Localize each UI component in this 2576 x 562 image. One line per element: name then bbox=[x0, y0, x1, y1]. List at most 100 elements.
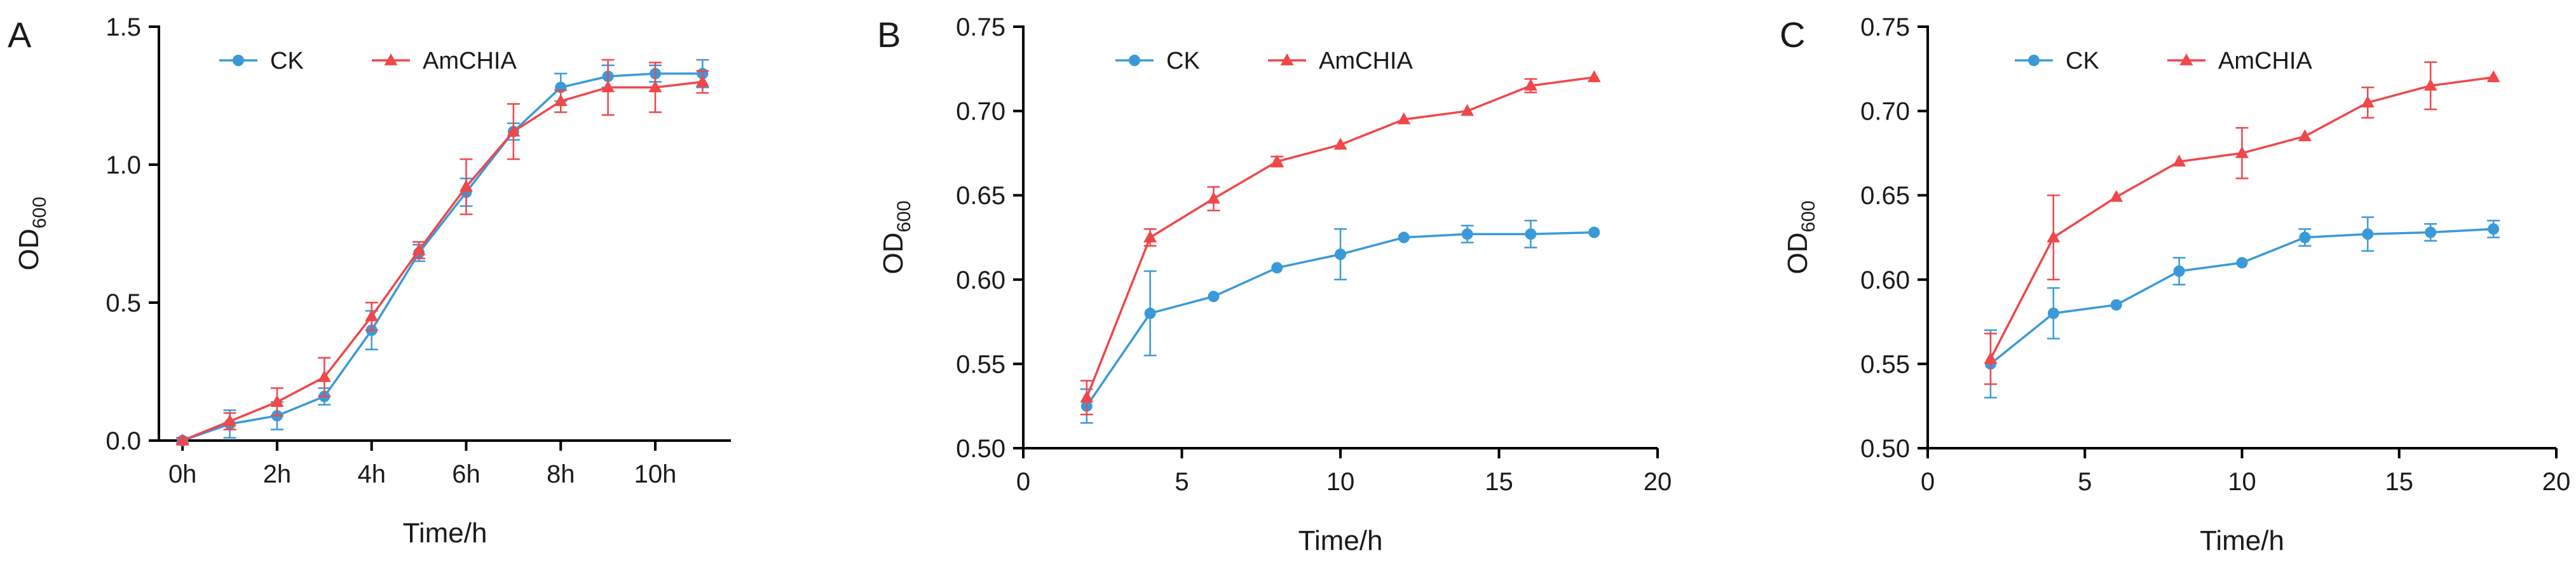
legend-marker-ck bbox=[2028, 55, 2040, 66]
y-tick-label: 0.50 bbox=[956, 435, 1005, 463]
y-axis-title-main: OD bbox=[13, 229, 44, 271]
data-point-ck bbox=[1398, 231, 1410, 243]
x-axis-title: Time/h bbox=[2200, 525, 2284, 556]
y-tick-label: 0.50 bbox=[1860, 435, 1910, 463]
data-point-amchia bbox=[2486, 70, 2500, 83]
series-amchia bbox=[175, 58, 709, 446]
x-tick-label: 6h bbox=[452, 460, 480, 488]
legend-marker-amchia bbox=[1280, 53, 1294, 65]
data-point-ck bbox=[2173, 265, 2185, 277]
panel-label: C bbox=[1780, 15, 1805, 55]
data-point-amchia bbox=[2423, 78, 2437, 91]
series-amchia bbox=[1080, 70, 1601, 416]
data-point-ck bbox=[2362, 228, 2374, 240]
x-tick-label: 20 bbox=[1644, 468, 1672, 496]
legend-label-ck: CK bbox=[2066, 48, 2099, 74]
x-tick-label: 0 bbox=[1016, 468, 1030, 496]
data-point-amchia bbox=[1080, 390, 1094, 403]
legend-marker-amchia bbox=[384, 53, 398, 65]
x-axis-title: Time/h bbox=[403, 517, 487, 549]
data-point-amchia bbox=[695, 74, 709, 87]
y-tick-label: 0.55 bbox=[956, 350, 1005, 378]
y-tick-label: 0.70 bbox=[1860, 98, 1910, 126]
legend: CK AmCHIA bbox=[1115, 48, 1413, 74]
data-point-amchia bbox=[1143, 230, 1157, 243]
x-tick-label: 0h bbox=[168, 460, 197, 488]
panel-label: B bbox=[877, 15, 901, 55]
legend-marker-ck bbox=[233, 55, 244, 66]
legend-marker-ck bbox=[1129, 55, 1140, 66]
y-axis-title: OD600 bbox=[13, 196, 50, 270]
y-axis-title-subscript: 600 bbox=[1798, 200, 1819, 232]
y-tick-label: 1.0 bbox=[106, 151, 141, 179]
data-point-amchia bbox=[270, 395, 284, 407]
legend: CK AmCHIA bbox=[219, 48, 517, 74]
y-tick-label: 0.5 bbox=[106, 289, 141, 317]
data-point-amchia bbox=[1206, 191, 1220, 204]
legend-label-amchia: AmCHIA bbox=[2218, 48, 2312, 74]
data-point-amchia bbox=[648, 80, 662, 93]
y-tick-label: 0.70 bbox=[956, 98, 1005, 126]
data-point-amchia bbox=[2361, 95, 2375, 108]
series-line-ck bbox=[182, 72, 703, 442]
x-tick-label: 0 bbox=[1921, 468, 1935, 496]
chart-panel-c: C 0.50 0.55 0.60 0.65 0.70 0.75 0 5 10 15 20 Time/h O… bbox=[1780, 13, 2570, 556]
data-point-ck bbox=[2488, 223, 2500, 235]
x-tick-label: 4h bbox=[357, 460, 386, 488]
data-point-amchia bbox=[1270, 154, 1284, 167]
y-axis-title-main: OD bbox=[1782, 233, 1813, 275]
data-point-amchia bbox=[1523, 78, 1537, 91]
data-point-ck bbox=[1335, 249, 1346, 261]
x-tick-label: 15 bbox=[2385, 468, 2414, 496]
data-point-ck bbox=[1208, 291, 1220, 303]
data-point-ck bbox=[2236, 257, 2248, 269]
legend-marker-amchia bbox=[2179, 53, 2193, 65]
chart-panel-b: B 0.50 0.55 0.60 0.65 0.70 0.75 0 5 10 15 20 Time/h O… bbox=[877, 13, 1672, 556]
y-axis-title-subscript: 600 bbox=[894, 200, 915, 232]
data-point-amchia bbox=[412, 243, 426, 256]
x-tick-label: 2h bbox=[263, 460, 292, 488]
y-tick-label: 0.55 bbox=[1860, 350, 1910, 378]
data-point-amchia bbox=[2235, 146, 2249, 158]
y-axis-title: OD600 bbox=[878, 200, 915, 274]
data-point-amchia bbox=[1587, 70, 1601, 83]
x-tick-label: 20 bbox=[2542, 468, 2571, 496]
y-tick-label: 0.0 bbox=[106, 427, 141, 455]
data-point-amchia bbox=[2298, 129, 2312, 142]
y-axis-title-main: OD bbox=[878, 233, 909, 275]
series-line-ck bbox=[1989, 228, 2494, 365]
x-axis-title: Time/h bbox=[1298, 525, 1383, 556]
x-tick-label: 15 bbox=[1485, 468, 1513, 496]
chart-panel-a: A 0.0 0.5 1.0 1.5 0h 2h 4h 6h 8h 10h Time/h OD600 CK A… bbox=[8, 13, 731, 549]
y-tick-label: 0.75 bbox=[956, 13, 1005, 41]
y-tick-label: 0.60 bbox=[1860, 266, 1910, 294]
data-point-ck bbox=[1144, 307, 1156, 319]
data-point-ck bbox=[1525, 228, 1537, 240]
data-point-amchia bbox=[1984, 352, 1998, 364]
x-tick-label: 10h bbox=[634, 460, 677, 488]
series-ck bbox=[176, 58, 709, 446]
series-amchia bbox=[1984, 61, 2500, 385]
data-point-amchia bbox=[2047, 230, 2061, 243]
y-tick-label: 1.5 bbox=[106, 13, 141, 41]
legend-label-amchia: AmCHIA bbox=[423, 48, 517, 74]
panel-label: A bbox=[8, 15, 32, 55]
x-tick-label: 10 bbox=[1326, 468, 1355, 496]
data-point-ck bbox=[2299, 231, 2311, 243]
data-point-ck bbox=[2425, 226, 2437, 238]
data-point-amchia bbox=[223, 414, 237, 427]
y-tick-label: 0.60 bbox=[956, 266, 1005, 294]
data-point-ck bbox=[2110, 299, 2122, 311]
series-line-amchia bbox=[182, 81, 703, 442]
legend: CK AmCHIA bbox=[2015, 48, 2312, 74]
data-point-ck bbox=[1461, 228, 1473, 240]
data-point-ck bbox=[1588, 226, 1600, 238]
data-point-ck bbox=[2047, 307, 2059, 319]
series-ck bbox=[1984, 216, 2500, 399]
data-point-amchia bbox=[507, 124, 521, 137]
data-point-amchia bbox=[317, 370, 331, 382]
data-point-amchia bbox=[1461, 104, 1475, 116]
data-point-amchia bbox=[175, 434, 189, 446]
y-axis-title-subscript: 600 bbox=[29, 196, 50, 228]
